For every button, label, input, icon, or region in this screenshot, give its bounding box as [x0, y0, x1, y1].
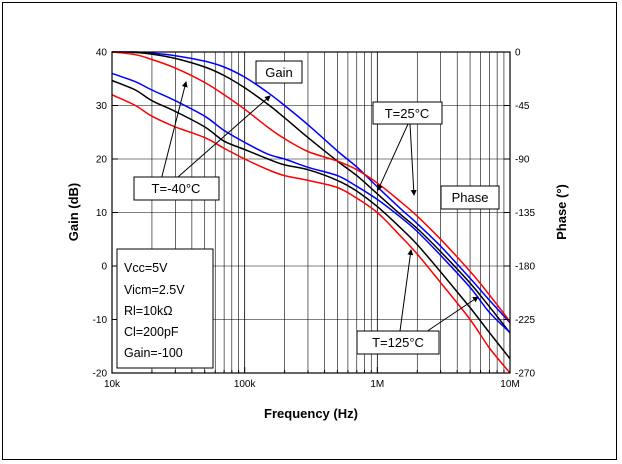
condition-cl: Cl=200pF [124, 325, 179, 339]
x-axis-title: Frequency (Hz) [264, 406, 358, 421]
arrow-t-25-gain [377, 123, 409, 191]
y2-tick-label: -270 [515, 369, 535, 380]
y2-tick-label: 0 [515, 48, 521, 59]
x-tick-label: 10M [500, 379, 519, 390]
condition-vcc: Vcc=5V [124, 261, 168, 275]
series-gain-curve-2 [111, 51, 511, 323]
svg-text:T=25°C: T=25°C [385, 106, 430, 121]
condition-gain: Gain=-100 [124, 346, 183, 360]
annotation-t-25: T=25°C [372, 101, 443, 125]
y2-tick-label: -45 [515, 101, 530, 112]
y-tick-label: 20 [96, 155, 108, 166]
y-axis-title: Gain (dB) [66, 183, 81, 242]
y-tick-label: -20 [93, 369, 108, 380]
arrow-t-minus-40-gain [159, 81, 188, 185]
annotation-t-minus-40: T=-40°C [133, 176, 220, 201]
condition-vicm: Vicm=2.5V [124, 283, 185, 297]
y-tick-label: 0 [101, 262, 107, 273]
series-gain-curve-0 [111, 51, 511, 324]
x-tick-label: 10k [104, 379, 121, 390]
series-phase-curve-5 [111, 72, 511, 334]
svg-text:T=-40°C: T=-40°C [152, 181, 201, 196]
figure-frame [2, 2, 617, 460]
y2-tick-label: -90 [515, 155, 530, 166]
arrow-t-125-gain [399, 249, 414, 332]
y-tick-label: 10 [96, 208, 108, 219]
conditions-box: Vcc=5V Vicm=2.5V Rl=10kΩ Cl=200pF Gain=-… [116, 248, 214, 369]
series-phase-curve-3 [111, 94, 511, 374]
annotation-phase: Phase [440, 185, 500, 210]
arrow-t-25-phase [409, 123, 417, 196]
x-tick-label: 1M [370, 379, 384, 390]
arrow-t-minus-40-phase [169, 95, 271, 185]
series-gain-curve-1 [111, 51, 511, 334]
y2-axis-title: Phase (°) [554, 184, 569, 240]
condition-rl: Rl=10kΩ [124, 304, 173, 318]
annotation-gain: Gain [255, 60, 303, 84]
y-tick-label: -10 [93, 315, 108, 326]
axis-ticks: 10k 100k 1M 10M 40 30 20 10 0 -10 -20 0 -45 -90 -135 -1… [93, 48, 536, 391]
series-layer [111, 51, 511, 374]
series-phase-curve-4 [111, 79, 511, 360]
y2-tick-label: -135 [515, 208, 535, 219]
y-tick-label: 30 [96, 101, 108, 112]
annotation-t-125: T=125°C [356, 330, 440, 355]
y2-tick-label: -225 [515, 315, 535, 326]
x-tick-label: 100k [234, 379, 257, 390]
y-tick-label: 40 [96, 48, 108, 59]
svg-text:T=125°C: T=125°C [372, 335, 424, 350]
svg-text:Gain: Gain [265, 65, 292, 80]
y2-tick-label: -180 [515, 262, 535, 273]
svg-text:Phase: Phase [452, 190, 489, 205]
